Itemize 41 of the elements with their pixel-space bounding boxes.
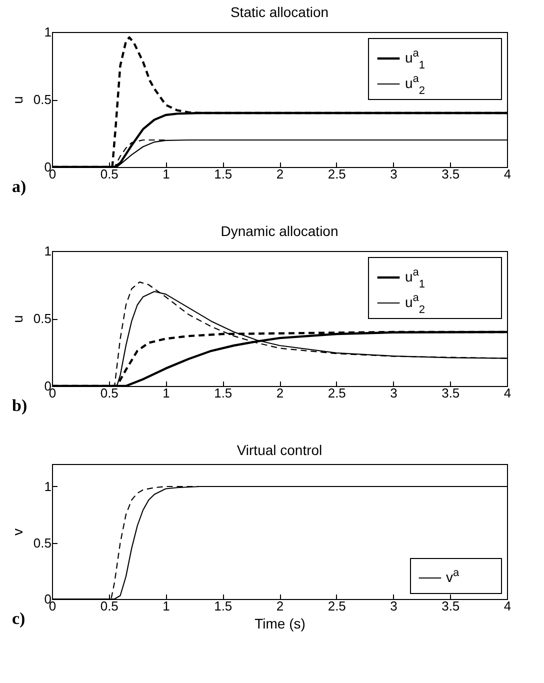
x-tick-label: 4 <box>504 166 512 182</box>
text: a) <box>12 177 26 196</box>
x-tick-label: 1 <box>162 166 170 182</box>
x-tick-label: 3 <box>390 166 398 182</box>
x-tick-label: 0.5 <box>100 166 118 182</box>
chart-title: Static allocation <box>230 4 329 20</box>
x-tick-label: 0.5 <box>100 598 118 614</box>
x-tick-label: 3.5 <box>442 598 460 614</box>
legend-label: v$^{a}$ <box>446 567 460 585</box>
y-tick-label: 1 <box>44 479 52 494</box>
x-tick-label: 3.5 <box>442 166 460 182</box>
y-tick-label: 1 <box>44 24 52 40</box>
x-axis-title: Time (s) <box>254 616 306 632</box>
text: c) <box>12 609 26 628</box>
chart-title: Dynamic allocation <box>220 223 338 239</box>
y-tick-label: 0.5 <box>33 92 52 107</box>
x-tick-label: 1.5 <box>214 166 232 182</box>
chart-title: Virtual control <box>236 442 322 458</box>
x-tick-label: 0.5 <box>100 386 118 400</box>
x-tick-label: 3 <box>390 386 398 400</box>
x-tick-label: 3 <box>390 598 398 614</box>
x-tick-label: 2.5 <box>328 598 346 614</box>
x-tick-label: 1.5 <box>214 598 232 614</box>
y-tick-label: 1 <box>44 244 52 258</box>
x-tick-label: 1 <box>162 386 170 400</box>
x-tick-label: 2.5 <box>328 166 346 182</box>
x-tick-label: 3.5 <box>442 386 460 400</box>
x-tick-label: 4 <box>504 386 512 400</box>
text: b) <box>12 396 28 415</box>
y-axis-title: u <box>9 315 26 323</box>
x-tick-label: 2 <box>276 386 284 400</box>
x-tick-label: 4 <box>504 598 512 614</box>
y-tick-label: 0.5 <box>33 311 52 326</box>
y-axis-title: u <box>9 96 26 104</box>
y-axis-title: v <box>9 528 26 536</box>
x-tick-label: 2.5 <box>328 386 346 400</box>
y-tick-label: 0.5 <box>33 535 52 550</box>
x-tick-label: 1.5 <box>214 386 232 400</box>
x-tick-label: 2 <box>276 598 284 614</box>
x-tick-label: 1 <box>162 598 170 614</box>
x-tick-label: 2 <box>276 166 284 182</box>
